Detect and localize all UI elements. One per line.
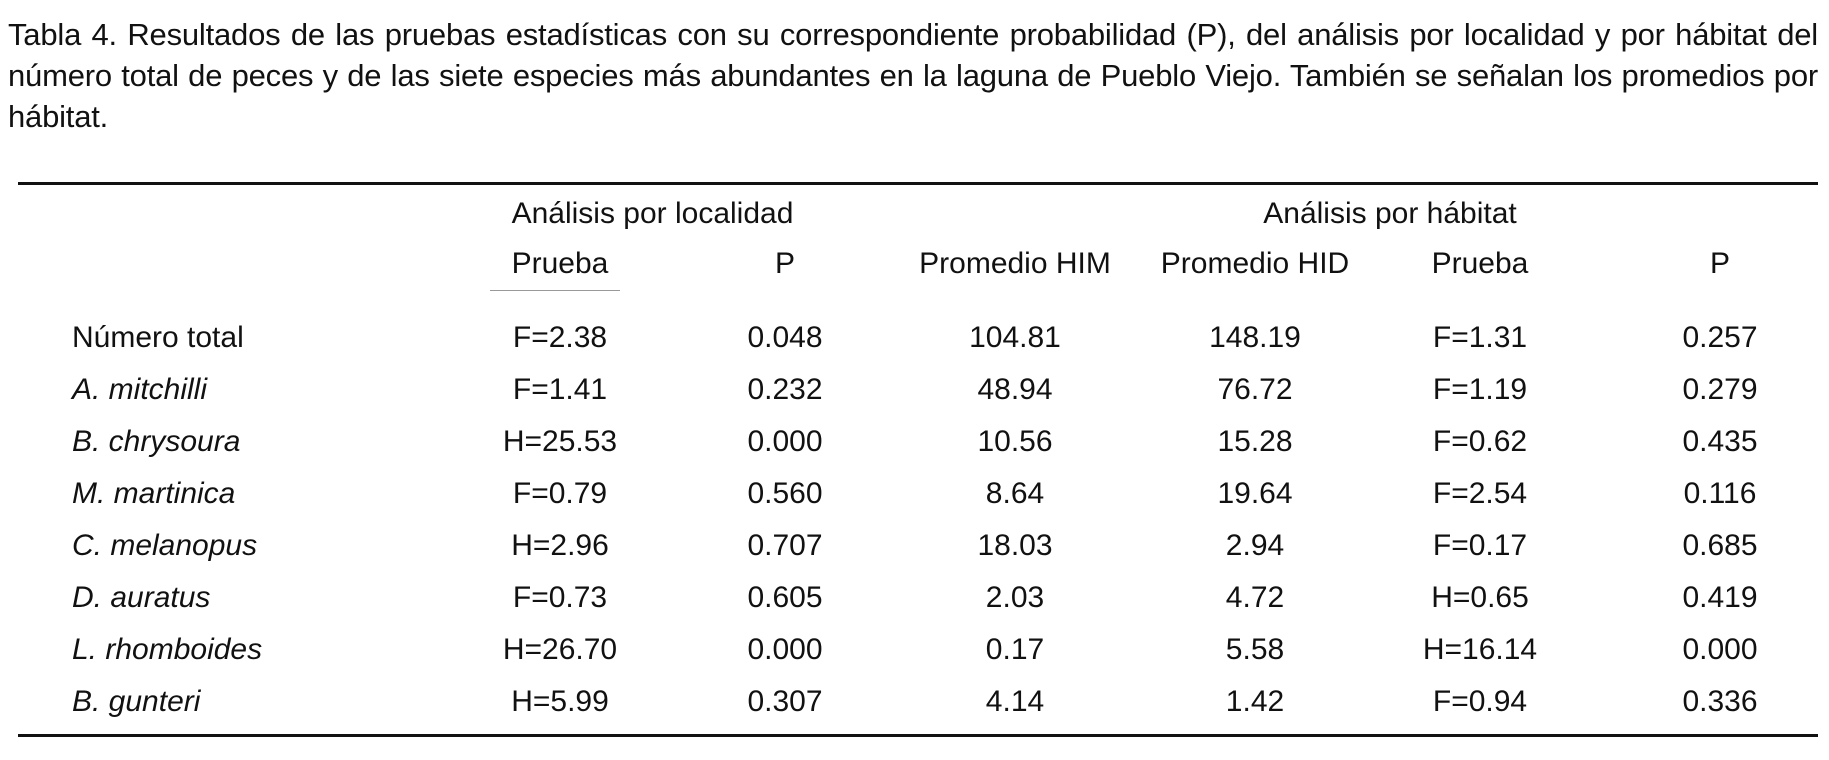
row-name: Número total bbox=[72, 321, 244, 354]
cell-prueba-habitat: F=0.94 bbox=[1432, 685, 1528, 718]
cell-p-localidad: 0.707 bbox=[747, 529, 823, 562]
cell-prueba-localidad: H=5.99 bbox=[511, 685, 609, 718]
col-header-prueba-habitat: Prueba bbox=[1431, 247, 1529, 280]
cell-p-habitat: 0.419 bbox=[1682, 581, 1758, 614]
cell-promedio-hid: 76.72 bbox=[1217, 373, 1293, 406]
cell-p-localidad: 0.000 bbox=[747, 633, 823, 666]
cell-p-localidad: 0.000 bbox=[747, 425, 823, 458]
row-name: M. martinica bbox=[72, 477, 236, 510]
cell-promedio-hid: 5.58 bbox=[1225, 633, 1285, 666]
cell-promedio-hid: 2.94 bbox=[1225, 529, 1285, 562]
table-row: B. gunteri H=5.99 0.307 4.14 1.42 F=0.94… bbox=[0, 677, 1829, 727]
cell-promedio-him: 2.03 bbox=[985, 581, 1045, 614]
cell-p-habitat: 0.336 bbox=[1682, 685, 1758, 718]
group-span-line-localidad bbox=[490, 290, 620, 291]
table-bottom-rule bbox=[18, 734, 1818, 737]
col-header-p-localidad: P bbox=[774, 247, 795, 280]
group-header-localidad: Análisis por localidad bbox=[511, 197, 794, 230]
cell-p-localidad: 0.232 bbox=[747, 373, 823, 406]
cell-p-habitat: 0.685 bbox=[1682, 529, 1758, 562]
cell-prueba-localidad: H=2.96 bbox=[511, 529, 609, 562]
cell-promedio-him: 10.56 bbox=[977, 425, 1053, 458]
col-header-promedio-him: Promedio HIM bbox=[919, 247, 1111, 280]
cell-p-localidad: 0.605 bbox=[747, 581, 823, 614]
cell-prueba-localidad: F=0.79 bbox=[512, 477, 608, 510]
table-row: M. martinica F=0.79 0.560 8.64 19.64 F=2… bbox=[0, 469, 1829, 519]
cell-promedio-hid: 1.42 bbox=[1225, 685, 1285, 718]
table-caption: Tabla 4. Resultados de las pruebas estad… bbox=[8, 17, 1818, 134]
row-name: A. mitchilli bbox=[72, 373, 208, 406]
table-row: L. rhomboides H=26.70 0.000 0.17 5.58 H=… bbox=[0, 625, 1829, 675]
row-name: D. auratus bbox=[72, 581, 211, 614]
table-top-rule bbox=[18, 182, 1818, 185]
cell-p-localidad: 0.307 bbox=[747, 685, 823, 718]
table-row: B. chrysoura H=25.53 0.000 10.56 15.28 F… bbox=[0, 417, 1829, 467]
cell-prueba-localidad: F=0.73 bbox=[512, 581, 608, 614]
cell-p-habitat: 0.257 bbox=[1682, 321, 1758, 354]
cell-prueba-habitat: H=0.65 bbox=[1431, 581, 1529, 614]
col-header-prueba-localidad: Prueba bbox=[511, 247, 609, 280]
cell-promedio-him: 4.14 bbox=[985, 685, 1045, 718]
cell-promedio-him: 0.17 bbox=[985, 633, 1045, 666]
cell-promedio-him: 48.94 bbox=[977, 373, 1053, 406]
cell-prueba-localidad: H=26.70 bbox=[502, 633, 618, 666]
cell-prueba-habitat: F=0.17 bbox=[1432, 529, 1528, 562]
cell-promedio-him: 8.64 bbox=[985, 477, 1045, 510]
col-header-p-habitat: P bbox=[1709, 247, 1730, 280]
row-name: C. melanopus bbox=[72, 529, 258, 562]
cell-prueba-habitat: F=1.19 bbox=[1432, 373, 1528, 406]
cell-p-habitat: 0.000 bbox=[1682, 633, 1758, 666]
group-header-habitat: Análisis por hábitat bbox=[1263, 197, 1517, 230]
cell-p-habitat: 0.116 bbox=[1683, 477, 1757, 510]
cell-promedio-hid: 148.19 bbox=[1209, 321, 1301, 354]
row-name: B. gunteri bbox=[72, 685, 201, 718]
row-name: B. chrysoura bbox=[72, 425, 241, 458]
cell-p-localidad: 0.560 bbox=[747, 477, 823, 510]
cell-prueba-habitat: F=1.31 bbox=[1432, 321, 1528, 354]
row-name: L. rhomboides bbox=[72, 633, 263, 666]
cell-prueba-habitat: H=16.14 bbox=[1422, 633, 1538, 666]
cell-prueba-habitat: F=0.62 bbox=[1432, 425, 1528, 458]
table-row: C. melanopus H=2.96 0.707 18.03 2.94 F=0… bbox=[0, 521, 1829, 571]
cell-p-habitat: 0.279 bbox=[1682, 373, 1758, 406]
table-row: Número total F=2.38 0.048 104.81 148.19 … bbox=[0, 313, 1829, 363]
cell-promedio-him: 18.03 bbox=[977, 529, 1053, 562]
cell-promedio-hid: 19.64 bbox=[1217, 477, 1293, 510]
cell-prueba-localidad: F=1.41 bbox=[512, 373, 608, 406]
cell-prueba-localidad: F=2.38 bbox=[512, 321, 608, 354]
cell-prueba-localidad: H=25.53 bbox=[502, 425, 618, 458]
col-header-promedio-hid: Promedio HID bbox=[1160, 247, 1350, 280]
cell-promedio-hid: 15.28 bbox=[1217, 425, 1293, 458]
cell-p-localidad: 0.048 bbox=[747, 321, 823, 354]
cell-promedio-him: 104.81 bbox=[969, 321, 1061, 354]
table-row: A. mitchilli F=1.41 0.232 48.94 76.72 F=… bbox=[0, 365, 1829, 415]
cell-p-habitat: 0.435 bbox=[1682, 425, 1758, 458]
cell-prueba-habitat: F=2.54 bbox=[1432, 477, 1528, 510]
table-row: D. auratus F=0.73 0.605 2.03 4.72 H=0.65… bbox=[0, 573, 1829, 623]
cell-promedio-hid: 4.72 bbox=[1225, 581, 1285, 614]
